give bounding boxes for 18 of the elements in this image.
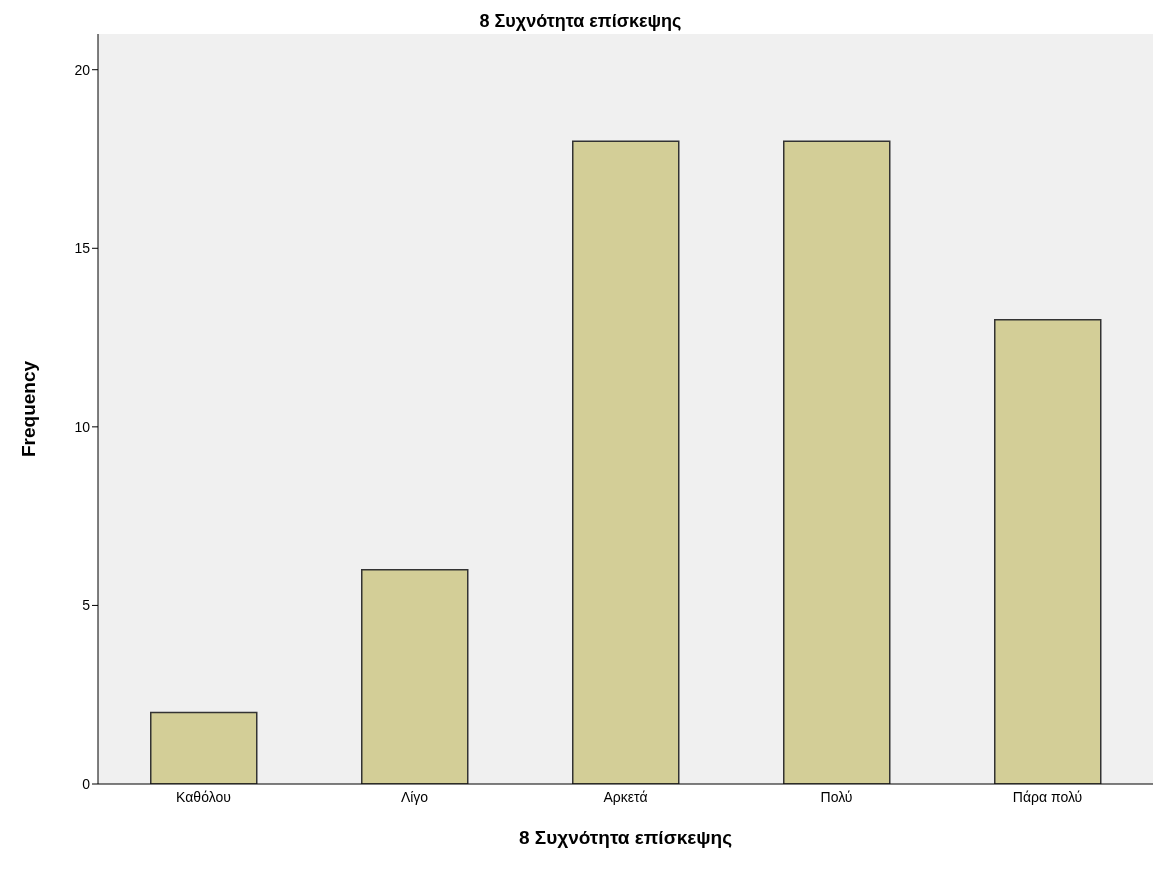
bar [361,568,469,784]
x-tick-label: Αρκετά [603,788,648,805]
y-tick-label: 5 [82,597,91,614]
bar [572,140,680,784]
x-tick-label: Καθόλου [176,788,231,805]
y-tick-label: 10 [74,418,91,435]
y-tick-label: 20 [74,61,91,78]
chart-title: 8 Συχνότητα επίσκεψης [478,10,683,33]
y-tick-label: 15 [74,240,91,257]
x-axis-title: 8 Συχνότητα επίσκεψης [518,827,733,848]
x-tick-label: Λίγο [400,788,429,805]
bar [994,318,1102,784]
x-tick-label: Πάρα πολύ [1012,788,1083,805]
bar [150,711,258,784]
y-axis-title: Frequency [17,360,39,458]
bar [783,140,891,784]
y-tick-label: 0 [82,775,91,792]
x-tick-label: Πολύ [820,788,853,805]
